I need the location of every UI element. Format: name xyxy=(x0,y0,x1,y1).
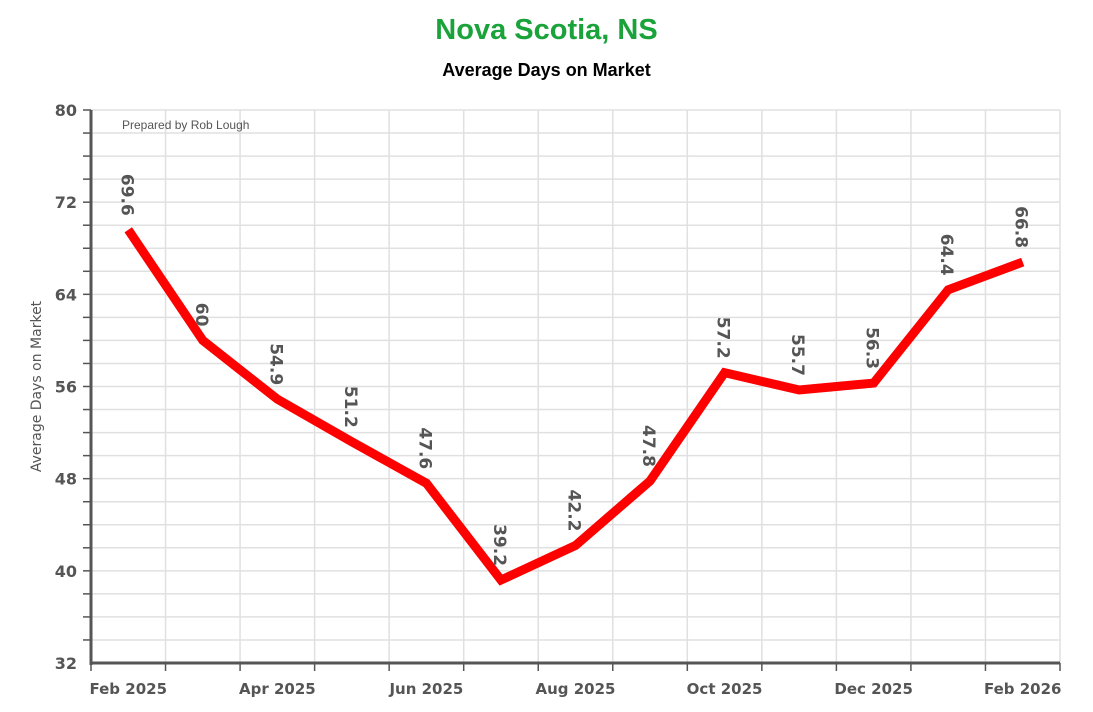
chart-subtitle: Average Days on Market xyxy=(442,60,651,80)
data-label: 60 xyxy=(191,303,211,327)
data-label: 56.3 xyxy=(862,327,882,369)
data-label: 57.2 xyxy=(713,317,733,359)
data-label: 64.4 xyxy=(936,234,956,276)
x-tick-label: Dec 2025 xyxy=(834,680,913,698)
y-tick-label: 48 xyxy=(55,470,77,489)
data-label: 39.2 xyxy=(489,524,509,566)
y-axis-label: Average Days on Market xyxy=(29,300,45,472)
data-label: 54.9 xyxy=(265,343,285,385)
data-label: 66.8 xyxy=(1011,206,1031,248)
chart-title: Nova Scotia, NS xyxy=(435,14,658,46)
x-tick-label: Aug 2025 xyxy=(536,680,616,698)
data-line xyxy=(124,227,1025,586)
y-tick-label: 40 xyxy=(55,562,77,581)
x-tick-label: Oct 2025 xyxy=(687,680,763,698)
prepared-by-note: Prepared by Rob Lough xyxy=(122,118,249,132)
data-label: 47.6 xyxy=(414,427,434,469)
x-tick-label: Feb 2025 xyxy=(90,680,168,698)
data-label: 69.6 xyxy=(116,174,136,216)
data-label: 55.7 xyxy=(787,334,807,376)
y-tick-label: 32 xyxy=(55,654,77,673)
data-label: 42.2 xyxy=(564,490,584,532)
data-label: 47.8 xyxy=(638,425,658,467)
x-tick-label: Apr 2025 xyxy=(239,680,316,698)
x-tick-label: Feb 2026 xyxy=(984,680,1062,698)
y-tick-label: 72 xyxy=(55,193,77,212)
x-tick-label: Jun 2025 xyxy=(388,680,463,698)
y-tick-label: 56 xyxy=(55,378,77,397)
y-tick-label: 64 xyxy=(55,285,77,304)
y-tick-label: 80 xyxy=(55,101,77,120)
data-label: 51.2 xyxy=(340,386,360,428)
